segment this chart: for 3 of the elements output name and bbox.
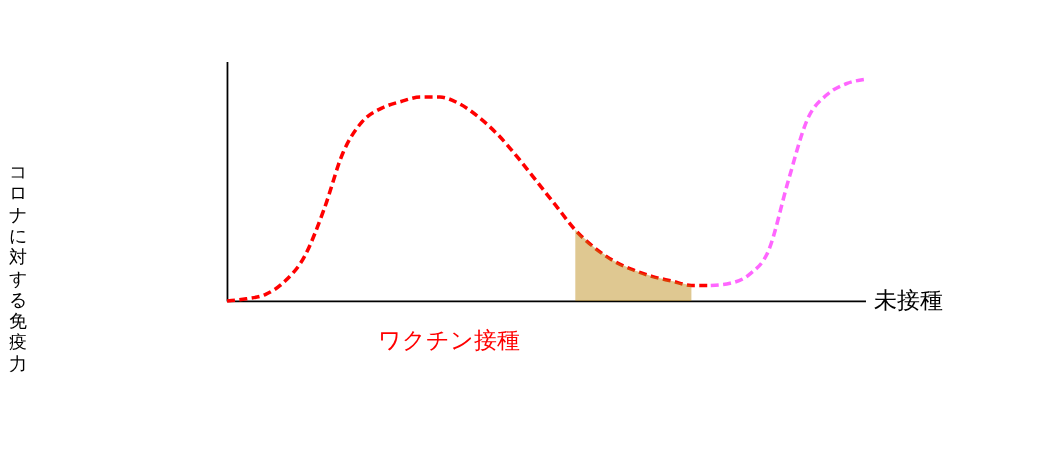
text: 未接種 — [874, 287, 944, 314]
text: ワクチン接種 — [377, 327, 520, 353]
text: コロナに対する免疫力 — [9, 162, 28, 374]
